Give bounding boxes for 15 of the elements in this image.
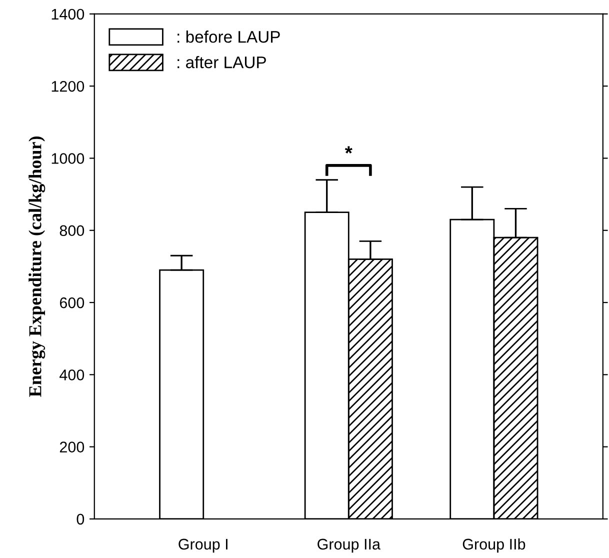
x-tick-label: Group IIa (318, 538, 380, 553)
y-tick-label: 400 (60, 370, 84, 380)
y-axis-title: Energy Expenditure (cal/kg/hour) (28, 136, 46, 397)
y-tick-label: 800 (60, 225, 84, 236)
y-tick-label: 1000 (52, 153, 84, 164)
y-tick-label: 600 (60, 297, 84, 308)
y-tick-label: 0 (76, 514, 84, 525)
x-tick-label: Group I (178, 538, 228, 553)
y-tick-label: 1400 (52, 8, 84, 20)
legend-label: : after LAUP (178, 56, 266, 68)
y-tick-label: 1200 (52, 80, 84, 92)
annotation: * (344, 146, 352, 154)
legend-label: : before LAUP (178, 30, 280, 43)
y-tick-label: 200 (60, 442, 84, 452)
x-tick-label: Group IIb (462, 538, 526, 553)
